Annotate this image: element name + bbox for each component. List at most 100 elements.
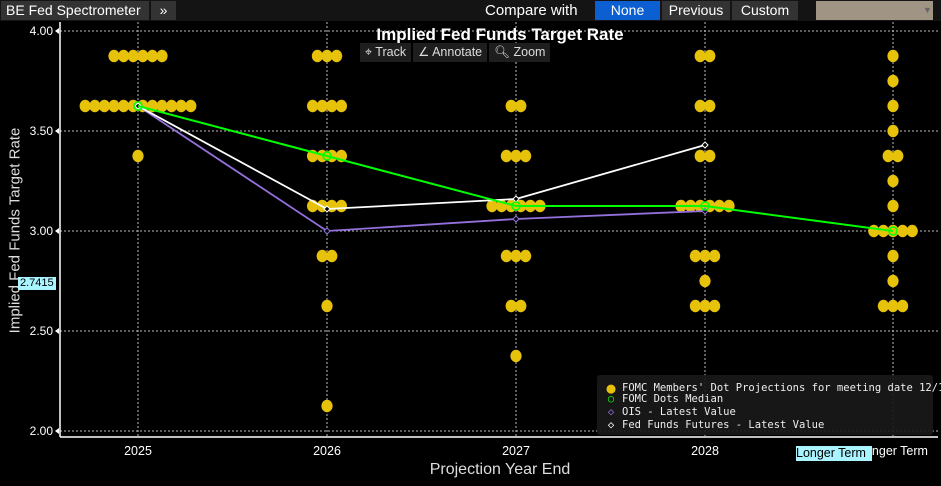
x-tick-label: 2027 [502,444,530,458]
x-tick-label: Longer Term [858,444,928,458]
dot-projection [505,99,517,113]
dot-projection [307,99,319,113]
dot-projection [887,274,899,288]
dot-projection [331,49,343,63]
custom-date-dropdown[interactable] [816,1,921,20]
dot-projection [321,49,333,63]
dot-projection [505,299,517,313]
ois-line [137,105,706,232]
dot-projection [335,199,347,213]
dot-projection [321,399,333,413]
x-tick-label: 2028 [691,444,719,458]
dot-projection [520,149,532,163]
dot-projection [326,99,338,113]
dot-projection [699,299,711,313]
dot-projection [906,224,918,238]
legend-item-dots[interactable]: ● FOMC Members' Dot Projections for meeti… [605,379,941,397]
dot-projection [137,49,149,63]
dot-projection [515,299,527,313]
compare-none-button[interactable]: None [595,1,660,20]
x-tick-label: 2026 [313,444,341,458]
median-point [322,151,332,161]
compare-custom-button[interactable]: Custom [732,1,798,20]
y-tick-label: 2.50 [30,324,54,338]
median-point [700,201,710,211]
y-tick-label: 4.00 [30,24,54,38]
legend-item-ois[interactable]: ◇ OIS - Latest Value [605,406,736,418]
dot-projection [79,99,91,113]
dot-projection [689,249,702,263]
dot-projection [877,224,890,238]
track-button[interactable]: ⌖ Track [360,43,412,62]
dot-projection [689,299,702,313]
y-tick [55,428,59,434]
dot-projection [118,99,130,113]
dot-projection [897,299,909,313]
dot-projection [699,274,711,288]
compare-previous-button[interactable]: Previous [662,1,730,20]
y-tick [55,328,59,334]
dot-projection [887,99,899,113]
futures-point [701,141,709,149]
ois-point [512,215,520,223]
futures-point [323,205,331,213]
legend-label: OIS - Latest Value [622,406,736,418]
dot-projection [316,249,328,263]
dot-projection [887,199,899,213]
dot-projection [709,249,721,263]
median-line [137,105,894,232]
legend-item-futures[interactable]: ◇ Fed Funds Futures - Latest Value [605,419,824,431]
dot-projection [321,299,333,313]
dot-projection [887,299,899,313]
magnifier-icon: 🔍︎ [494,45,514,59]
top-bar: BE Fed Spectrometer » Compare with None … [0,0,941,21]
diamond-icon: ◇ [607,419,615,431]
dot-projection [326,249,338,263]
dot-projection [704,99,716,113]
dot-projection [510,149,522,163]
legend-item-median[interactable]: ○ FOMC Dots Median [605,393,723,405]
dot-projection [713,199,726,213]
y-tick-label: 3.50 [30,124,54,138]
dot-projection [108,49,120,63]
dot-projection [486,199,498,213]
legend: ● FOMC Members' Dot Projections for meeti… [597,375,941,435]
annotate-button[interactable]: ∠ Annotate [413,43,488,62]
dot-projection [108,99,120,113]
x-axis-label: Projection Year End [429,461,571,478]
dot-projection [89,99,101,113]
dot-projection [311,49,323,63]
dot-projection [335,99,347,113]
dot-projection [892,149,904,163]
legend-label: FOMC Members' Dot Projections for meetin… [622,382,941,394]
dot-projection [132,149,144,163]
track-label: Track [375,45,407,59]
double-chevron-right-icon[interactable]: » [151,1,176,20]
dot-projection [500,249,512,263]
zoom-button[interactable]: 🔍︎ Zoom [489,43,551,62]
dot-projection [704,49,716,63]
dot-projection [882,149,894,163]
y-tick-label: 3.00 [30,224,54,238]
dot-projection [520,249,532,263]
dot-projection [877,299,890,313]
chart-toolbar: ⌖ Track ∠ Annotate 🔍︎ Zoom [360,43,552,62]
dot-projection [127,49,139,63]
app-title-button[interactable]: BE Fed Spectrometer [1,1,149,20]
dot-projection [118,49,130,63]
dot-projection [868,224,880,238]
dot-projection [694,149,706,163]
median-point [888,226,898,236]
filled-circle-icon: ● [606,379,616,397]
dot-projection [156,49,168,63]
median-point [133,101,143,111]
dot-projection [694,49,706,63]
dot-projection [185,99,197,113]
dot-projection [156,99,168,113]
current-value-marker: 2.7415 [18,277,56,290]
dot-projection [175,99,187,113]
chevron-down-icon[interactable]: ▼ [921,1,933,20]
dot-projection [887,49,899,63]
dot-projection [887,124,899,138]
